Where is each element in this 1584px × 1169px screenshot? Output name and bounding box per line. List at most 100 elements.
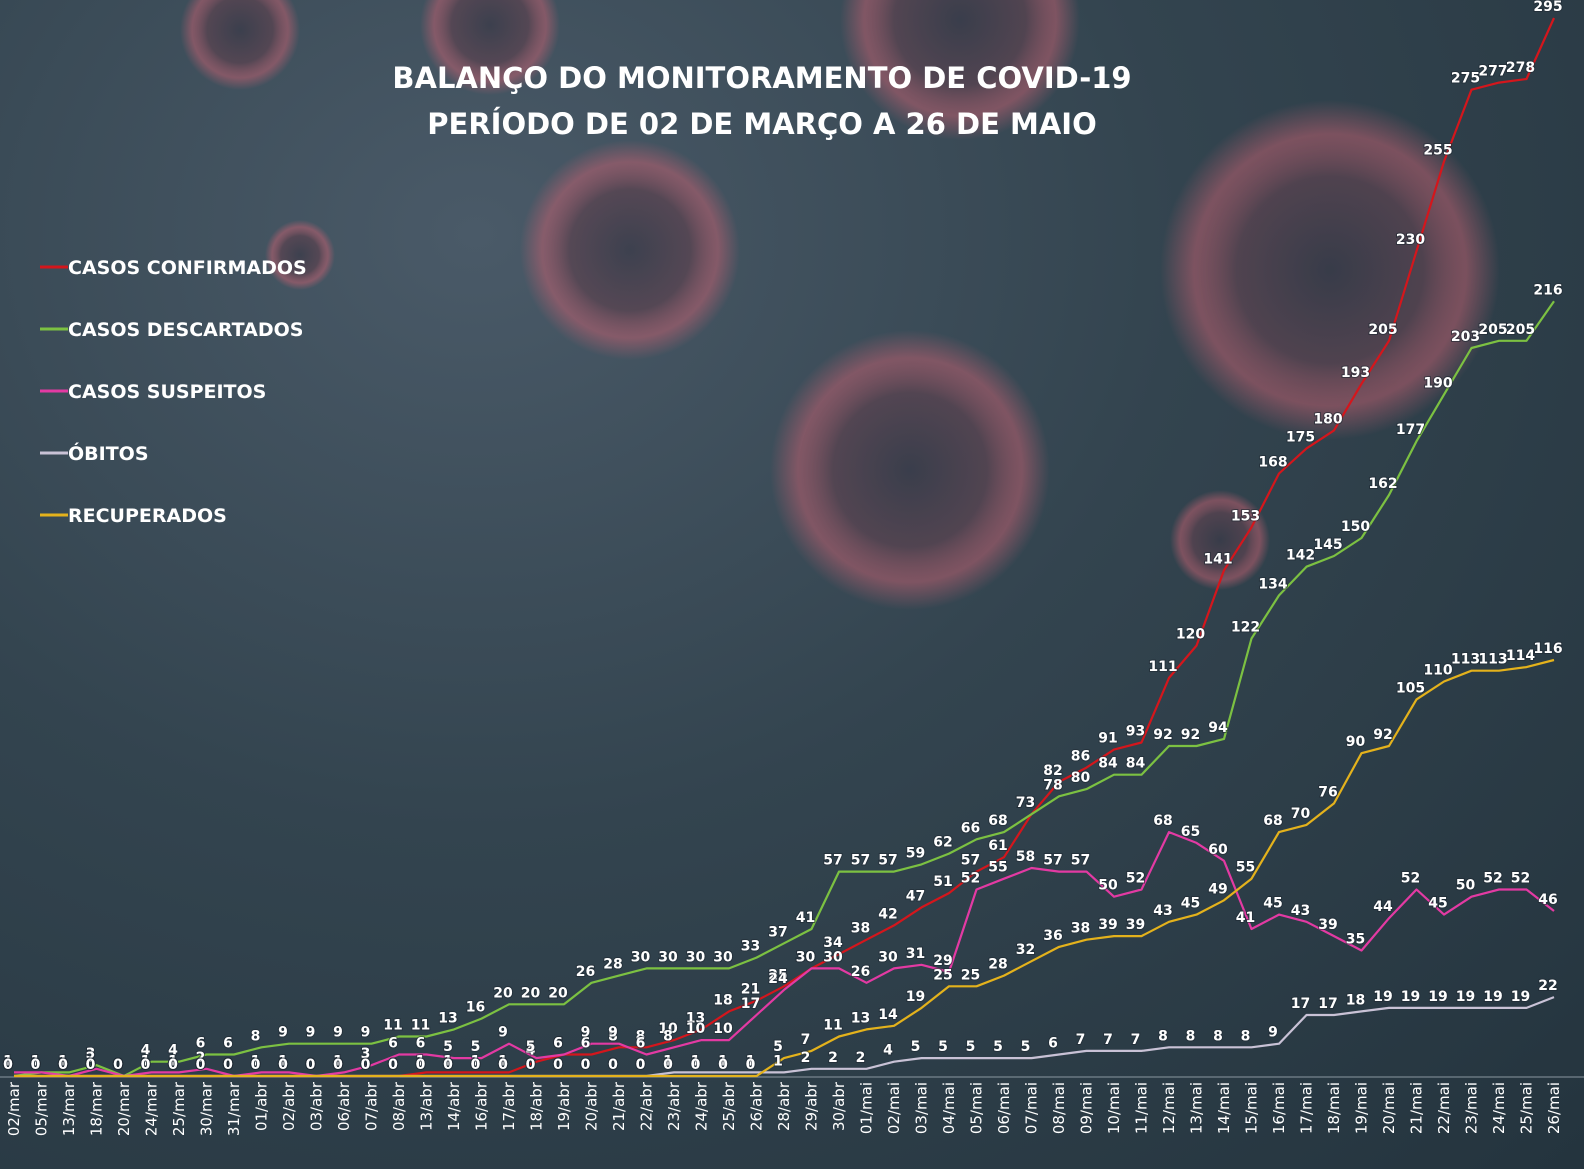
data-label: 255	[1423, 142, 1452, 158]
data-label: 162	[1368, 476, 1397, 492]
data-label: 116	[1533, 641, 1562, 657]
x-tick-label: 10/mai	[1105, 1082, 1123, 1134]
data-label: 61	[988, 838, 1007, 854]
data-label: 113	[1478, 652, 1507, 668]
x-tick-label: 23/abr	[665, 1081, 683, 1131]
data-label: 0	[526, 1057, 536, 1073]
data-label: 45	[1263, 896, 1282, 912]
legend-label: CASOS DESCARTADOS	[68, 319, 303, 341]
data-label: 0	[526, 1057, 536, 1073]
x-tick-label: 01/abr	[253, 1081, 271, 1131]
data-label: 0	[278, 1057, 288, 1073]
data-label: 0	[636, 1057, 646, 1073]
data-label: 180	[1313, 411, 1342, 427]
data-label: 105	[1396, 680, 1425, 696]
data-label: 205	[1368, 322, 1397, 338]
data-label: 9	[278, 1025, 288, 1041]
data-label: 6	[581, 1035, 591, 1051]
data-label: 94	[1208, 720, 1228, 736]
data-label: 47	[906, 888, 925, 904]
data-label: 57	[851, 853, 870, 869]
data-label: 28	[603, 957, 622, 973]
data-label: 6	[553, 1035, 563, 1051]
data-label: 4	[168, 1043, 178, 1059]
data-label: 84	[1098, 756, 1118, 772]
data-label: 16	[466, 1000, 485, 1016]
data-label: 29	[933, 953, 952, 969]
x-tick-label: 26/mai	[1545, 1082, 1563, 1134]
data-label: 0	[86, 1057, 96, 1073]
data-label: 2	[828, 1050, 838, 1066]
x-tick-label: 16/abr	[473, 1081, 491, 1131]
data-label: 36	[1043, 928, 1062, 944]
x-tick-label: 30/mar	[198, 1081, 216, 1136]
x-tick-label: 09/mai	[1078, 1082, 1096, 1134]
data-label: 19	[1483, 989, 1502, 1005]
x-tick-label: 13/abr	[418, 1081, 436, 1131]
data-label: 82	[1043, 763, 1062, 779]
data-label: 39	[1098, 917, 1117, 933]
data-label: 19	[906, 989, 925, 1005]
x-tick-label: 21/mai	[1408, 1082, 1426, 1134]
data-label: 28	[988, 957, 1007, 973]
data-label: 0	[691, 1057, 701, 1073]
data-label: 190	[1423, 376, 1452, 392]
data-label: 52	[1483, 871, 1502, 887]
data-label: 58	[1016, 849, 1035, 865]
data-label: 0	[306, 1057, 316, 1073]
data-label: 1	[746, 1053, 756, 1069]
data-label: 5	[773, 1039, 783, 1055]
x-tick-label: 23/mai	[1463, 1082, 1481, 1134]
data-label: 57	[823, 853, 842, 869]
data-label: 0	[471, 1057, 481, 1073]
data-label: 91	[1098, 731, 1117, 747]
data-label: 1	[718, 1053, 728, 1069]
data-label: 0	[58, 1057, 68, 1073]
x-tick-label: 24/mai	[1490, 1082, 1508, 1134]
data-label: 0	[333, 1057, 343, 1073]
data-label: 49	[1208, 881, 1227, 897]
data-label: 1	[333, 1053, 343, 1069]
data-label: 2	[86, 1050, 96, 1066]
data-label: 1	[31, 1053, 41, 1069]
data-label: 22	[1538, 978, 1557, 994]
data-label: 11	[411, 1018, 430, 1034]
x-tick-label: 15/mai	[1243, 1082, 1261, 1134]
x-tick-label: 03/abr	[308, 1081, 326, 1131]
data-label: 13	[438, 1010, 457, 1026]
data-label: 30	[878, 949, 898, 965]
data-label: 6	[1048, 1035, 1058, 1051]
data-label: 6	[416, 1035, 426, 1051]
data-label: 1	[416, 1053, 426, 1069]
legend-label: RECUPERADOS	[68, 505, 227, 527]
data-label: 39	[1318, 917, 1337, 933]
data-label: 19	[1511, 989, 1530, 1005]
x-tick-label: 29/abr	[803, 1081, 821, 1131]
x-tick-label: 19/mai	[1353, 1082, 1371, 1134]
data-label: 3	[86, 1046, 96, 1062]
data-label: 19	[1428, 989, 1447, 1005]
x-tick-label: 02/mai	[885, 1082, 903, 1134]
data-label: 14	[878, 1007, 898, 1023]
data-label: 42	[878, 906, 897, 922]
data-label: 0	[113, 1057, 123, 1073]
data-label: 8	[251, 1028, 261, 1044]
data-label: 8	[636, 1028, 646, 1044]
data-label: 150	[1341, 519, 1370, 535]
data-label: 0	[333, 1057, 343, 1073]
data-label: 216	[1533, 282, 1562, 298]
data-label: 37	[768, 924, 787, 940]
data-label: 0	[553, 1057, 563, 1073]
data-label: 0	[361, 1057, 371, 1073]
data-label: 30	[686, 949, 706, 965]
data-label: 0	[443, 1057, 453, 1073]
data-label: 1	[58, 1053, 68, 1069]
data-label: 62	[933, 835, 952, 851]
data-label: 0	[168, 1057, 178, 1073]
data-label: 0	[196, 1057, 206, 1073]
data-label: 93	[1126, 723, 1145, 739]
chart-subtitle: PERÍODO DE 02 DE MARÇO A 26 DE MAIO	[427, 107, 1096, 141]
x-tick-label: 13/mar	[60, 1081, 78, 1136]
data-label: 52	[1401, 871, 1420, 887]
data-label: 30	[796, 949, 816, 965]
